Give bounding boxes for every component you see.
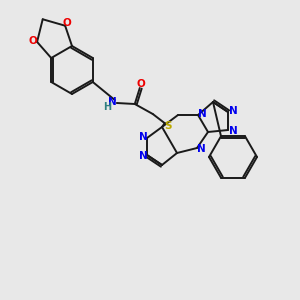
Text: N: N: [139, 151, 147, 161]
Text: N: N: [229, 106, 237, 116]
Text: O: O: [136, 79, 145, 89]
Text: N: N: [108, 97, 117, 107]
Text: N: N: [196, 144, 206, 154]
Text: H: H: [103, 102, 111, 112]
Text: O: O: [29, 36, 38, 46]
Text: N: N: [229, 126, 237, 136]
Text: O: O: [63, 18, 71, 28]
Text: N: N: [139, 132, 147, 142]
Text: N: N: [198, 109, 206, 119]
Text: S: S: [164, 121, 172, 131]
